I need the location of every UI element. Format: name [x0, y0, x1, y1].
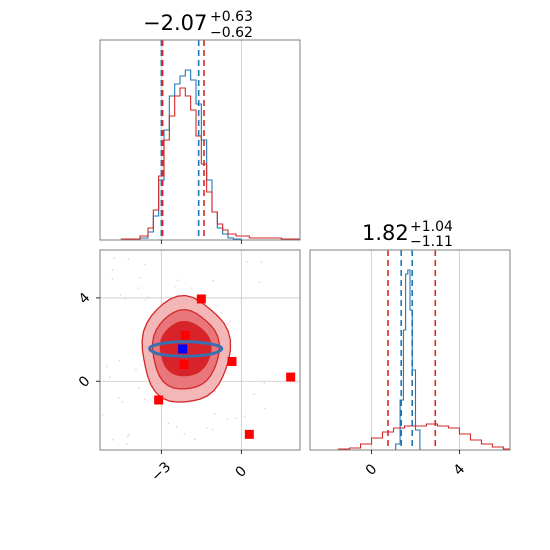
sample-point [176, 279, 179, 281]
title-param1-lower: −0.62 [210, 25, 253, 41]
sample-point [244, 415, 246, 418]
sample-point [175, 426, 178, 428]
marginal-panel-param1: −2.07 +0.63 −0.62 [99, 9, 301, 244]
marker-red [180, 330, 190, 340]
histogram-blue [310, 269, 510, 451]
sample-point [212, 279, 214, 282]
sample-point [124, 298, 127, 300]
panel-background [100, 40, 300, 240]
title-param2-value: 1.82 [362, 221, 409, 245]
sample-point [211, 428, 214, 431]
sample-point [113, 257, 115, 259]
panel-frame [309, 249, 511, 451]
sample-point [137, 287, 140, 289]
sample-point [135, 369, 137, 371]
title-param1: −2.07 +0.63 −0.62 [143, 9, 253, 41]
sample-point [111, 278, 114, 280]
sample-point [183, 433, 186, 435]
x-tick-label: 4 [451, 461, 469, 479]
sample-point [111, 269, 114, 271]
sample-point [220, 312, 223, 314]
marker-red [154, 395, 164, 405]
sample-point [226, 418, 229, 420]
sample-point [102, 413, 104, 416]
sample-point [144, 299, 147, 301]
sample-point [117, 397, 120, 399]
sample-point [127, 258, 130, 260]
sample-point [143, 398, 146, 401]
sample-point [121, 400, 124, 403]
sample-point [119, 294, 122, 296]
sample-point [126, 442, 128, 445]
x-tick-label: 0 [363, 461, 381, 479]
x-tick-label: −3 [148, 459, 174, 485]
sample-point [190, 287, 193, 289]
histogram-red [100, 87, 301, 241]
sample-point [128, 433, 131, 436]
marker-red [244, 429, 254, 439]
sample-point [260, 261, 263, 263]
sample-point [216, 304, 219, 307]
marginal-panel-param2: 1.82 +1.04 −1.11 0 4 [309, 219, 511, 479]
title-param1-value: −2.07 [143, 11, 207, 35]
sample-point [147, 296, 149, 299]
x-tick-label: 0 [233, 463, 251, 481]
sample-point [108, 376, 111, 378]
sample-point [263, 382, 266, 384]
sample-point [214, 390, 216, 392]
sample-point [173, 285, 176, 288]
title-param1-upper: +0.63 [210, 9, 253, 25]
marker-red [196, 294, 206, 304]
sample-point [263, 407, 266, 410]
sample-point [234, 417, 237, 419]
panel-frame [99, 39, 301, 241]
sample-point [118, 359, 121, 362]
y-tick-label: 0 [76, 373, 94, 391]
sample-point [127, 435, 129, 438]
sample-point [246, 261, 249, 263]
sample-point [112, 439, 114, 441]
panel-frame [99, 249, 301, 451]
joint-panel: −3 0 0 4 [76, 249, 301, 485]
marker-red [286, 372, 296, 382]
sample-point [227, 322, 230, 325]
sample-point [206, 426, 208, 429]
title-param2-lower: −1.11 [410, 234, 453, 250]
sample-point [167, 422, 170, 425]
sample-point [214, 413, 216, 415]
marker-blue [178, 344, 188, 354]
sample-point [139, 277, 141, 279]
sample-point [258, 281, 261, 284]
sample-point [144, 263, 146, 266]
sample-point [229, 320, 232, 323]
marker-red [227, 356, 237, 366]
sample-point [253, 393, 255, 395]
contour-blue [148, 340, 224, 358]
title-param2: 1.82 +1.04 −1.11 [362, 219, 453, 250]
histogram-blue [100, 69, 300, 241]
histogram-red [310, 423, 511, 451]
sample-point [193, 438, 196, 441]
title-param2-upper: +1.04 [410, 219, 453, 235]
marker-red [179, 360, 189, 370]
sample-point [106, 365, 108, 368]
y-tick-label: 4 [76, 290, 94, 308]
sample-point [137, 387, 140, 390]
